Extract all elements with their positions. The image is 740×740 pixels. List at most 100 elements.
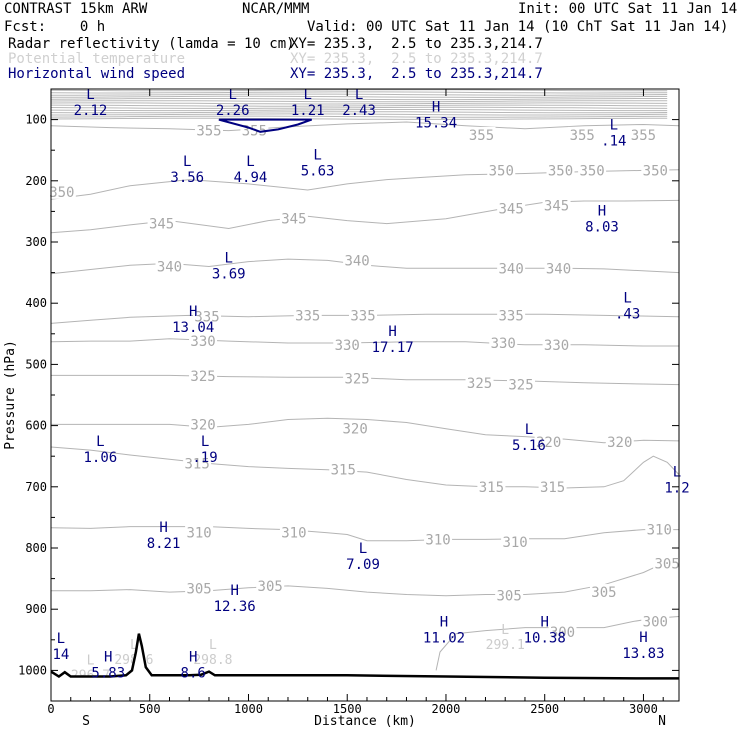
theta-label-bg (194, 122, 223, 138)
theta-label-bg (497, 260, 526, 276)
wind-value: 2.26 (216, 103, 250, 119)
theta-band-line (51, 113, 668, 116)
theta-label-bg (185, 580, 214, 596)
theta-label-345: 345 (544, 198, 569, 214)
theta-label-bg (279, 524, 308, 540)
wind-marker-L: L (57, 631, 65, 647)
theta-label-bg (467, 126, 496, 142)
theta-label-340: 340 (344, 253, 369, 269)
theta-band-line (50, 111, 668, 114)
theta-label-300: 300 (550, 625, 575, 641)
theta-band-line (50, 115, 668, 118)
theta-label-bg (189, 333, 218, 349)
wind-marker-H: H (189, 650, 197, 666)
theta-label-bg (578, 162, 607, 178)
wind-marker-L: L (359, 541, 367, 557)
y-tick-label: 200 (25, 174, 47, 188)
theta-band-line (50, 98, 668, 101)
axes: 100 200 300 400 500 600 700 800 900 1000 0 500 1000 1… (18, 89, 679, 716)
theta-label-bg (546, 162, 575, 178)
model-title: CONTRAST 15km ARW (4, 1, 148, 17)
theta-label-bg (155, 258, 184, 274)
theta-label-bg (147, 215, 176, 231)
theta-label-325: 325 (190, 369, 215, 385)
theta-min-marker: L (209, 638, 217, 653)
theta-label-345: 345 (281, 212, 306, 228)
theta-label-355: 355 (196, 124, 221, 140)
x-tick-label: 1500 (333, 702, 362, 716)
theta-label-bg (544, 260, 573, 276)
theta-label-305: 305 (186, 581, 211, 597)
theta-contour-345 (50, 199, 680, 234)
wind-marker-H: H (189, 304, 197, 320)
theta-label-325: 325 (508, 378, 533, 394)
theta-label-bg (256, 577, 285, 593)
theta-label-350: 350 (548, 163, 573, 179)
wind-value: 7.09 (346, 557, 380, 573)
wind-value: 8.21 (147, 536, 181, 552)
theta-label-355: 355 (469, 128, 494, 144)
theta-label-bg (279, 210, 308, 226)
theta-min-marker: L (130, 638, 138, 653)
theta-band-line (50, 95, 668, 98)
theta-label-335: 335 (295, 308, 320, 324)
forecast-hour: Fcst: 0 h (4, 19, 106, 35)
x-tick-label: 0 (47, 702, 54, 716)
theta-contour-335 (50, 313, 680, 324)
y-tick-label: 1000 (18, 663, 47, 677)
theta-label-340: 340 (546, 261, 571, 277)
theta-label-315: 315 (479, 480, 504, 496)
wind-value: 4.94 (234, 170, 268, 186)
theta-label-325: 325 (344, 371, 369, 387)
reflectivity-contour (218, 118, 313, 133)
theta-label-350: 350 (579, 163, 604, 179)
wind-marker-L: L (225, 251, 233, 267)
wind-value: 5.83 (91, 666, 125, 682)
theta-band-line (50, 89, 668, 92)
theta-label-330: 330 (491, 336, 516, 352)
x-tick-label: 2500 (530, 702, 559, 716)
theta-contour-305 (51, 559, 680, 597)
theta-band-line (50, 106, 668, 109)
wind-marker-L: L (228, 87, 236, 103)
theta-label-bg (47, 183, 76, 199)
theta-label-bg (487, 162, 516, 178)
theta-band-line (50, 117, 668, 120)
theta-label-bg (497, 307, 526, 323)
wind-marker-L: L (313, 148, 321, 164)
theta-contour-315 (50, 446, 680, 489)
theta-label-340: 340 (157, 259, 182, 275)
theta-label-bg (341, 420, 370, 436)
theta-label-330: 330 (335, 338, 360, 354)
theta-label-bg (333, 336, 362, 352)
wind-marker-H: H (639, 630, 647, 646)
theta-label-305: 305 (655, 556, 680, 572)
theta-contour-355 (50, 121, 680, 132)
x-axis-label: Distance (km) (314, 714, 416, 729)
theta-min-value: 299.1 (486, 638, 525, 653)
theta-band-line (50, 104, 668, 107)
theta-label-315: 315 (540, 480, 565, 496)
wind-marker-L: L (304, 87, 312, 103)
valid-time: Valid: 00 UTC Sat 11 Jan 14 (10 ChT Sat … (307, 19, 729, 35)
wind-value: 13.83 (622, 646, 664, 662)
theta-label-bg (653, 555, 682, 571)
theta-contour-320 (51, 417, 680, 444)
wind-value: .19 (192, 450, 217, 466)
theta-label-bg (343, 252, 372, 268)
theta-label-bg (329, 461, 358, 477)
y-tick-label: 900 (25, 602, 47, 616)
wind-marker-L: L (525, 422, 533, 438)
y-tick-label: 100 (25, 113, 47, 127)
theta-label-bg (193, 308, 222, 324)
theta-label-345: 345 (498, 201, 523, 217)
reflectivity-contours (218, 118, 313, 133)
theta-band-line (50, 102, 668, 105)
wind-value: 10.38 (524, 631, 566, 647)
terrain (50, 633, 679, 701)
theta-min-value: 298.8 (193, 653, 232, 668)
theta-label-bg (589, 584, 618, 600)
theta-label-bg (495, 587, 524, 603)
y-tick-label: 800 (25, 541, 47, 555)
